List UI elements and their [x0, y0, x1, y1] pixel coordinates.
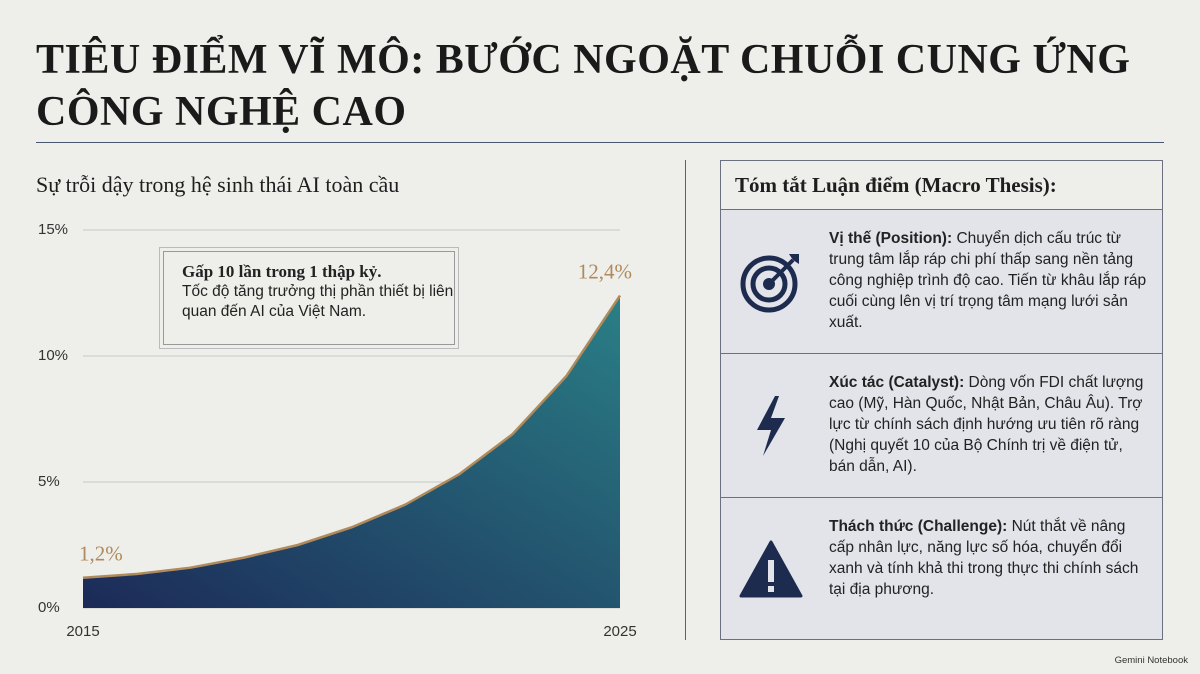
chart: Sự trỗi dậy trong hệ sinh thái AI toàn c…	[36, 172, 637, 640]
thesis-text: Xúc tác (Catalyst): Dòng vốn FDI chất lư…	[829, 372, 1148, 477]
annotation-title: Gấp 10 lần trong 1 thập kỷ.	[182, 262, 382, 281]
y-tick-label: 0%	[38, 599, 60, 616]
thesis-label: Vị thế (Position):	[829, 230, 953, 247]
area	[83, 295, 620, 608]
thesis-text: Thách thức (Challenge): Nút thắt về nâng…	[829, 516, 1148, 600]
thesis-body: Nút thắt về nâng cấp nhân lực, năng lực …	[829, 518, 1139, 598]
chart-subtitle: Sự trỗi dậy trong hệ sinh thái AI toàn c…	[36, 172, 399, 197]
thesis-body: Dòng vốn FDI chất lượng cao (Mỹ, Hàn Quố…	[829, 374, 1144, 475]
annotation: Gấp 10 lần trong 1 thập kỷ. Tốc độ tăng …	[163, 251, 455, 345]
thesis-panel: Tóm tắt Luận điểm (Macro Thesis): Vị thế…	[720, 160, 1163, 640]
warning-icon	[739, 540, 803, 598]
thesis-text: Vị thế (Position): Chuyển dịch cấu trúc …	[829, 228, 1148, 333]
x-tick-label: 2025	[603, 623, 636, 640]
y-tick-label: 15%	[38, 221, 68, 238]
thesis-body: Chuyển dịch cấu trúc từ trung tâm lắp rá…	[829, 230, 1147, 331]
thesis-label: Thách thức (Challenge):	[829, 518, 1008, 535]
title-line: TIÊU ĐIỂM VĨ MÔ: BƯỚC NGOẶT CHUỖI CUNG Ứ…	[36, 37, 1131, 83]
thesis-item: Vị thế (Position): Chuyển dịch cấu trúc …	[721, 210, 1162, 354]
thesis-item: Thách thức (Challenge): Nút thắt về nâng…	[721, 498, 1162, 642]
value-label: 1,2%	[79, 542, 123, 566]
divider	[36, 142, 1164, 143]
divider	[685, 160, 686, 640]
title: TIÊU ĐIỂM VĨ MÔ: BƯỚC NGOẶT CHUỖI CUNG Ứ…	[36, 34, 1130, 138]
value-label: 12,4%	[578, 259, 632, 283]
title-line: CÔNG NGHỆ CAO	[36, 89, 407, 135]
bolt-icon	[757, 396, 785, 456]
footer-brand: Gemini Notebook	[1114, 655, 1188, 666]
thesis-label: Xúc tác (Catalyst):	[829, 374, 965, 391]
target-icon	[740, 254, 799, 313]
y-tick-label: 5%	[38, 473, 60, 490]
annotation-text: Tốc độ tăng trưởng thị phần thiết bị liê…	[182, 283, 454, 320]
x-tick-label: 2015	[66, 623, 99, 640]
line	[82, 294, 622, 580]
y-tick-label: 10%	[38, 347, 68, 364]
panel-title: Tóm tắt Luận điểm (Macro Thesis):	[721, 161, 1162, 210]
thesis-item: Xúc tác (Catalyst): Dòng vốn FDI chất lư…	[721, 354, 1162, 498]
